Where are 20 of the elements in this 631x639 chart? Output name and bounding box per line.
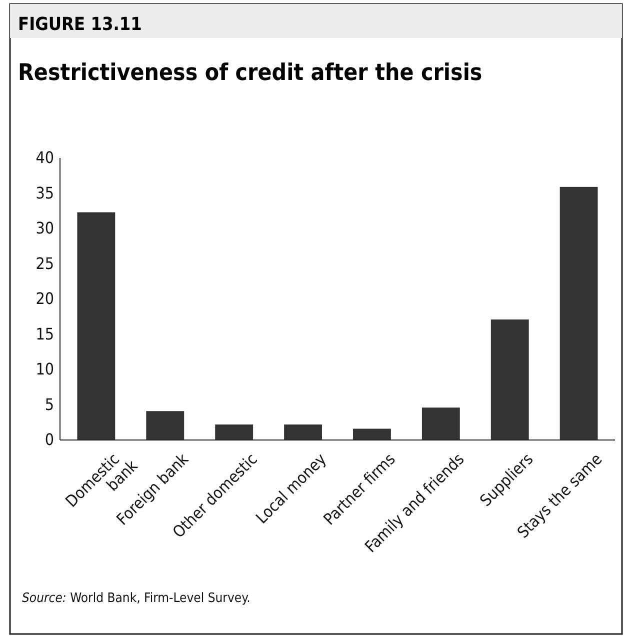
y-tick-label: 35 <box>36 183 54 202</box>
y-tick-label: 20 <box>36 289 54 308</box>
y-tick-label: 40 <box>36 148 54 168</box>
bar <box>284 424 322 440</box>
y-tick-label: 25 <box>36 254 54 273</box>
bar <box>77 212 116 440</box>
bar <box>146 411 184 440</box>
bar <box>215 424 254 440</box>
source-note: Source: World Bank, Firm-Level Survey. <box>22 591 250 606</box>
y-tick-label: 30 <box>36 218 54 238</box>
bar <box>353 428 391 440</box>
bar <box>560 186 598 440</box>
chart-title: Restrictiveness of credit after the crisis <box>18 60 482 86</box>
bar <box>422 408 460 440</box>
y-tick-label: 10 <box>36 360 54 379</box>
y-tick-label: 15 <box>36 324 54 344</box>
chart-subtitle: FIGURE 13.11 <box>18 14 142 35</box>
y-tick-label: 0 <box>44 430 54 450</box>
y-tick-label: 5 <box>44 394 54 414</box>
bar <box>490 319 529 440</box>
